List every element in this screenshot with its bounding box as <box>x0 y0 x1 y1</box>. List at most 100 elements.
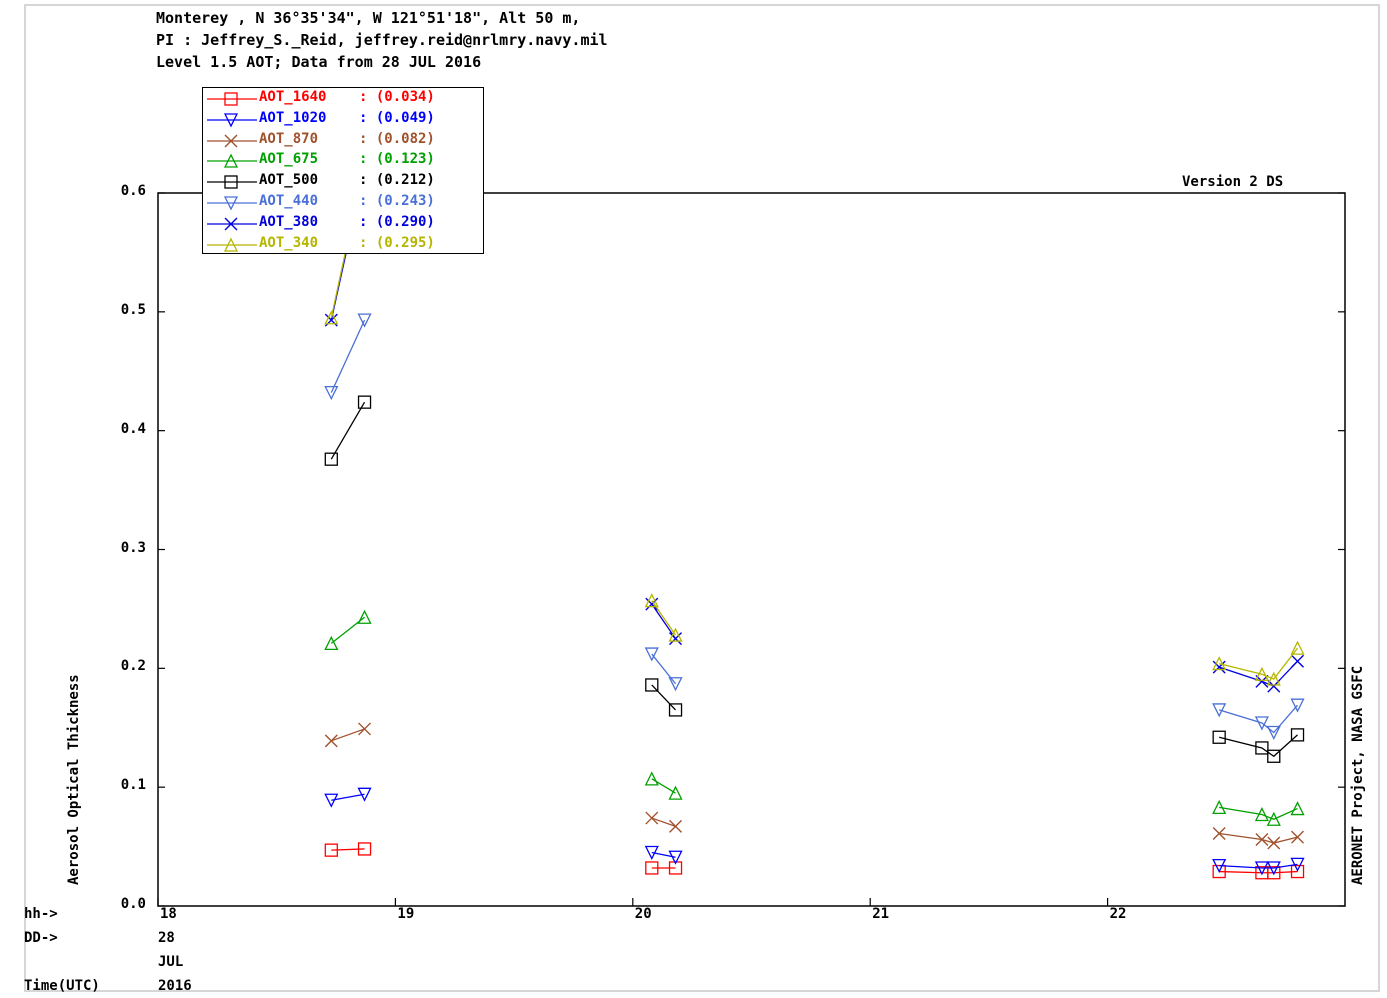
data-point <box>1254 861 1269 876</box>
legend-swatch <box>207 113 257 128</box>
legend-item: AOT_380: (0.290) <box>203 213 483 234</box>
legend-series-name: AOT_870 <box>259 130 319 147</box>
series-line <box>331 848 365 851</box>
legend-item: AOT_675: (0.123) <box>203 150 483 171</box>
data-point <box>1267 836 1281 850</box>
series-AOT_440 <box>324 313 1305 740</box>
data-point <box>1254 807 1269 822</box>
data-point <box>669 819 683 833</box>
month-value: JUL <box>158 954 184 970</box>
series-line <box>1219 806 1298 820</box>
data-point <box>645 597 659 611</box>
legend-series-value: : (0.049) <box>359 109 435 126</box>
data-point <box>1290 857 1305 872</box>
data-point <box>644 771 659 786</box>
legend: AOT_1640 : (0.034) AOT_1020 : (0.049) AOT_87… <box>202 87 484 254</box>
data-point <box>324 452 338 466</box>
series-line <box>1219 863 1298 869</box>
legend-item: AOT_500: (0.212) <box>203 171 483 192</box>
series-line <box>651 603 677 639</box>
legend-series-name: AOT_1640 <box>259 89 327 105</box>
data-point <box>358 722 372 736</box>
data-point <box>357 842 372 856</box>
data-point <box>1212 660 1226 674</box>
data-point <box>645 678 659 692</box>
header-line-2: PI : Jeffrey_S._Reid, jeffrey.reid@nrlmr… <box>156 31 608 49</box>
data-point <box>669 632 683 646</box>
series-line <box>1219 734 1298 758</box>
data-point <box>645 861 659 875</box>
data-point <box>1290 640 1305 655</box>
legend-series-value: : (0.212) <box>359 172 435 189</box>
y-tick-label: 0.1 <box>120 777 146 794</box>
series-AOT_870 <box>324 722 1305 850</box>
right-credit-label: AERONET Project, NASA GSFC <box>1350 665 1366 885</box>
series-AOT_675 <box>324 609 1305 826</box>
legend-series-value: : (0.243) <box>359 193 435 209</box>
legend-swatch-marker <box>223 153 239 169</box>
legend-swatch-marker <box>223 113 239 128</box>
y-tick-label: 0.4 <box>120 420 146 437</box>
data-point <box>357 787 372 802</box>
series-line <box>330 401 366 460</box>
data-point <box>644 593 659 608</box>
data-point <box>357 609 372 624</box>
data-point <box>1290 698 1305 713</box>
legend-series-value: : (0.295) <box>359 234 435 251</box>
data-point <box>668 703 683 717</box>
series-line <box>651 684 677 711</box>
data-point <box>1255 741 1269 755</box>
y-tick-label: 0.2 <box>120 658 146 675</box>
data-point <box>1212 703 1227 718</box>
version-label: Version 2 DS <box>1182 174 1284 190</box>
legend-item: AOT_440: (0.243) <box>203 192 483 213</box>
legend-swatch-marker <box>224 175 238 189</box>
data-point <box>324 843 338 857</box>
series-line <box>651 600 677 636</box>
data-point <box>357 313 372 328</box>
series-line <box>331 793 365 801</box>
data-point <box>357 395 372 409</box>
x-tick-label: 20 <box>634 906 652 922</box>
data-point <box>1266 811 1281 826</box>
data-point <box>1212 730 1226 744</box>
legend-swatch-marker <box>223 237 239 252</box>
series-line <box>1219 647 1299 680</box>
legend-swatch <box>207 237 257 252</box>
series-line <box>651 817 676 827</box>
data-point <box>1267 749 1281 763</box>
series-line <box>1218 704 1299 734</box>
series-AOT_1640 <box>324 842 1305 880</box>
legend-item: AOT_340 : (0.295) <box>203 234 483 255</box>
dd-label: DD-> <box>24 930 58 946</box>
data-point <box>1290 728 1305 742</box>
y-tick-label: 0.3 <box>120 539 146 556</box>
data-point <box>1212 858 1227 874</box>
series-AOT_500 <box>324 395 1305 763</box>
data-point <box>324 734 338 748</box>
legend-series-name: AOT_340 <box>259 234 319 251</box>
data-point <box>668 850 683 865</box>
data-point <box>1291 654 1305 668</box>
data-point <box>1212 656 1227 671</box>
legend-series-value: : (0.123) <box>359 151 435 168</box>
year-value: 2016 <box>158 978 192 994</box>
legend-swatch-marker <box>224 217 238 231</box>
data-point <box>1291 830 1305 844</box>
data-point <box>1254 666 1269 681</box>
legend-swatch <box>207 92 257 106</box>
data-point <box>324 635 339 651</box>
legend-swatch-marker <box>224 134 238 148</box>
data-point <box>1212 799 1227 815</box>
y-axis-label: Aerosol Optical Thickness <box>66 674 82 885</box>
legend-series-value: : (0.034) <box>359 89 435 105</box>
legend-item: AOT_870 : (0.082) <box>203 130 483 151</box>
data-point <box>1290 864 1305 879</box>
legend-item: AOT_1020 : (0.049) <box>203 109 483 130</box>
x-tick-label: 19 <box>397 906 415 922</box>
data-point <box>1255 832 1269 846</box>
legend-series-value: : (0.082) <box>359 130 435 147</box>
x-tick-label: 18 <box>160 906 177 922</box>
x-tick-label: 21 <box>872 906 890 922</box>
legend-series-name: AOT_1020 <box>259 109 327 126</box>
